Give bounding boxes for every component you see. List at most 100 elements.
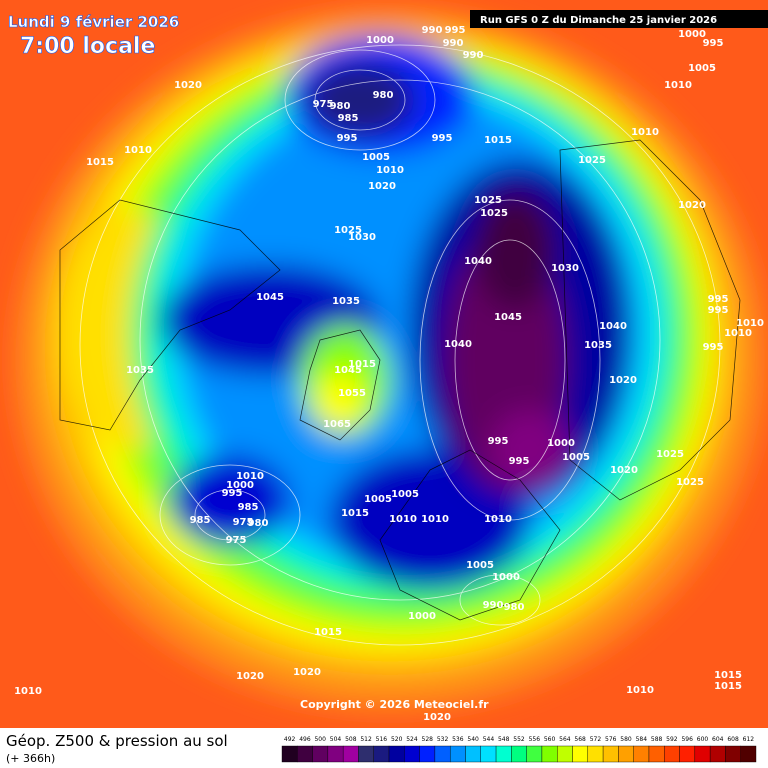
legend-label: 572 (590, 736, 602, 743)
isobar-label: 980 (373, 90, 394, 101)
legend-label: 532 (437, 736, 449, 743)
isobar-label: 985 (238, 502, 259, 513)
isobar-label: 980 (330, 101, 351, 112)
legend-label: 580 (620, 736, 632, 743)
legend-label: 588 (651, 736, 663, 743)
isobar-label: 1035 (332, 296, 360, 307)
isobar-label: 995 (337, 133, 358, 144)
legend-label: 608 (727, 736, 739, 743)
isobar-label: 1010 (389, 514, 417, 525)
legend: 492 496 500 504 508 512 516 520 524 528 532 536 540 5… (281, 736, 757, 763)
map-field (0, 0, 768, 728)
legend-swatch (465, 745, 481, 763)
isobar-label: 990 (443, 38, 464, 49)
legend-label: 492 (284, 736, 296, 743)
legend-label: 544 (483, 736, 495, 743)
isobar-label: 1020 (236, 671, 264, 682)
legend-label: 548 (498, 736, 510, 743)
isobar-label: 1040 (444, 339, 472, 350)
isobar-label: 1030 (551, 263, 579, 274)
isobar-label: 975 (233, 517, 254, 528)
isobar-label: 1015 (714, 670, 742, 681)
copyright: Copyright © 2026 Meteociel.fr (300, 698, 489, 711)
isobar-label: 985 (190, 515, 211, 526)
legend-swatch (342, 745, 359, 763)
isobar-label: 1010 (236, 471, 264, 482)
legend-swatch (587, 745, 604, 763)
isobar-label: 980 (248, 518, 269, 529)
legend-swatch (648, 745, 665, 763)
legend-label: 568 (574, 736, 586, 743)
isobar-label: 995 (703, 38, 724, 49)
legend-swatch (602, 745, 619, 763)
footer-title: Géop. Z500 & pression au sol (6, 732, 228, 750)
isobar-label: 1000 (678, 29, 706, 40)
legend-label: 604 (712, 736, 724, 743)
legend-label: 612 (743, 736, 755, 743)
isobar-label: 1015 (714, 681, 742, 692)
isobar-label: 1015 (341, 508, 369, 519)
time: 7:00 locale (20, 34, 155, 59)
isobar-label: 990 (463, 50, 484, 61)
isobar-label: 1020 (609, 375, 637, 386)
legend-label: 528 (422, 736, 434, 743)
isobar-label: 985 (338, 113, 359, 124)
legend-swatch (618, 745, 634, 763)
legend-swatch (572, 745, 589, 763)
isobar-label: 1025 (578, 155, 606, 166)
isobar-label: 1045 (494, 312, 522, 323)
legend-swatch (740, 745, 757, 763)
isobar-label: 995 (509, 456, 530, 467)
legend-swatch (664, 745, 680, 763)
isobar-label: 1025 (480, 208, 508, 219)
legend-label: 576 (605, 736, 617, 743)
legend-swatch (373, 745, 390, 763)
legend-swatch (526, 745, 543, 763)
legend-swatch (419, 745, 436, 763)
legend-label: 540 (467, 736, 479, 743)
legend-swatch (725, 745, 741, 763)
isobar-label: 1035 (126, 365, 154, 376)
isobar-label: 995 (708, 294, 729, 305)
legend-swatch (480, 745, 497, 763)
isobar-label: 1045 (256, 292, 284, 303)
legend-label: 556 (529, 736, 541, 743)
isobar-label: 1010 (376, 165, 404, 176)
isobar-label: 1015 (314, 627, 342, 638)
isobar-label: 1020 (368, 181, 396, 192)
legend-label: 508 (345, 736, 357, 743)
legend-label: 584 (636, 736, 648, 743)
legend-label: 552 (513, 736, 525, 743)
isobar-label: 1025 (474, 195, 502, 206)
isobar-label: 1005 (688, 63, 716, 74)
run-bar (470, 10, 768, 28)
legend-label: 516 (376, 736, 388, 743)
isobar-label: 1015 (86, 157, 114, 168)
isobar-label: 1020 (678, 200, 706, 211)
isobar-label: 1025 (656, 449, 684, 460)
isobar-label: 1020 (423, 712, 451, 723)
legend-label: 512 (360, 736, 372, 743)
legend-label: 592 (666, 736, 678, 743)
isobar-label: 1010 (14, 686, 42, 697)
isobar-label: 1020 (174, 80, 202, 91)
legend-label: 536 (452, 736, 464, 743)
date: Lundi 9 février 2026 (8, 13, 179, 31)
isobar-label: 995 (445, 25, 466, 36)
isobar-label: 1005 (391, 489, 419, 500)
isobar-label: 1010 (124, 145, 152, 156)
isobar-label: 1010 (421, 514, 449, 525)
legend-swatch (297, 745, 313, 763)
isobar-label: 1025 (676, 477, 704, 488)
isobar-label: 1005 (362, 152, 390, 163)
isobar-label: 1065 (323, 419, 351, 430)
legend-swatch (281, 745, 298, 763)
isobar-label: 1010 (736, 318, 764, 329)
isobar-label: 1020 (610, 465, 638, 476)
legend-swatch (388, 745, 405, 763)
isobar-label: 995 (222, 488, 243, 499)
isobar-label: 990 (422, 25, 443, 36)
isobar-label: 1015 (484, 135, 512, 146)
